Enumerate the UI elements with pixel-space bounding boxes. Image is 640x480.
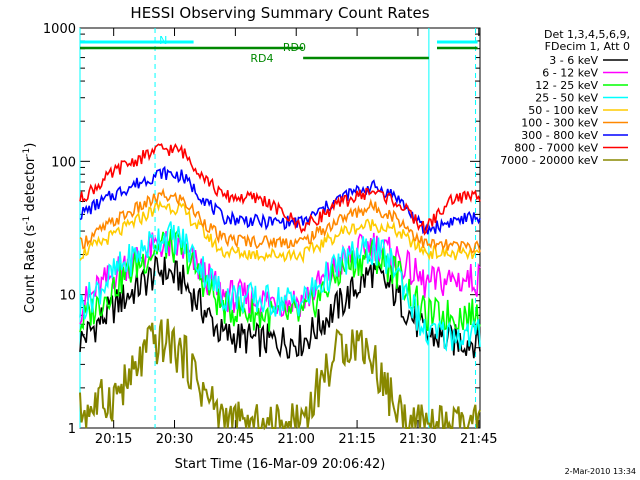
legend-label-2: 12 - 25 keV: [535, 79, 598, 92]
legend-label-1: 6 - 12 keV: [542, 67, 598, 80]
chart-title: HESSI Observing Summary Count Rates: [130, 4, 429, 22]
series-2-line: [79, 229, 481, 333]
series-8-line: [79, 318, 481, 431]
y-tick-label-1: 10: [59, 289, 76, 304]
series-3-line: [79, 221, 481, 352]
legend-label-5: 100 - 300 keV: [521, 117, 598, 130]
legend-label-6: 300 - 800 keV: [521, 129, 598, 142]
legend: Det 1,3,4,5,6,9,FDecim 1, Att 03 - 6 keV…: [500, 28, 630, 167]
series-5-line: [79, 187, 481, 254]
legend-header-0: Det 1,3,4,5,6,9,: [544, 28, 630, 41]
legend-label-0: 3 - 6 keV: [549, 54, 598, 67]
y-tick-label-3: 1000: [43, 22, 76, 37]
x-tick-label-6: 21:45: [460, 432, 497, 447]
state-bar-label-RD0: RD0: [283, 41, 306, 54]
x-tick-label-2: 20:45: [217, 432, 254, 447]
x-tick-label-4: 21:15: [338, 432, 375, 447]
x-tick-label-5: 21:30: [399, 432, 436, 447]
series-7-line: [79, 143, 481, 236]
y-tick-label-0: 1: [68, 422, 76, 437]
y-axis-label: Count Rate (s-1 detector-1): [22, 143, 38, 314]
x-tick-label-1: 20:30: [156, 432, 193, 447]
plot-frame: [79, 27, 481, 429]
series-6-line: [79, 165, 481, 235]
legend-label-7: 800 - 7000 keV: [514, 142, 598, 155]
footer-date: 2-Mar-2010 13:34: [565, 467, 636, 476]
legend-header-1: FDecim 1, Att 0: [545, 40, 630, 53]
y-tick-label-2: 100: [51, 155, 76, 170]
legend-label-4: 50 - 100 keV: [528, 104, 598, 117]
series-0-line: [79, 255, 481, 359]
legend-label-8: 7000 - 20000 keV: [500, 154, 598, 167]
plot-area: 20:15 20:30 20:45 21:00 21:15 21:30 21:45 1 10 10…: [43, 22, 498, 447]
legend-label-3: 25 - 50 keV: [535, 92, 598, 105]
state-bar-label-RD4: RD4: [250, 52, 273, 65]
x-tick-label-3: 21:00: [277, 432, 314, 447]
state-bar-label-N: N: [159, 34, 167, 47]
x-tick-label-0: 20:15: [95, 432, 132, 447]
x-axis-label: Start Time (16-Mar-09 20:06:42): [175, 457, 386, 472]
